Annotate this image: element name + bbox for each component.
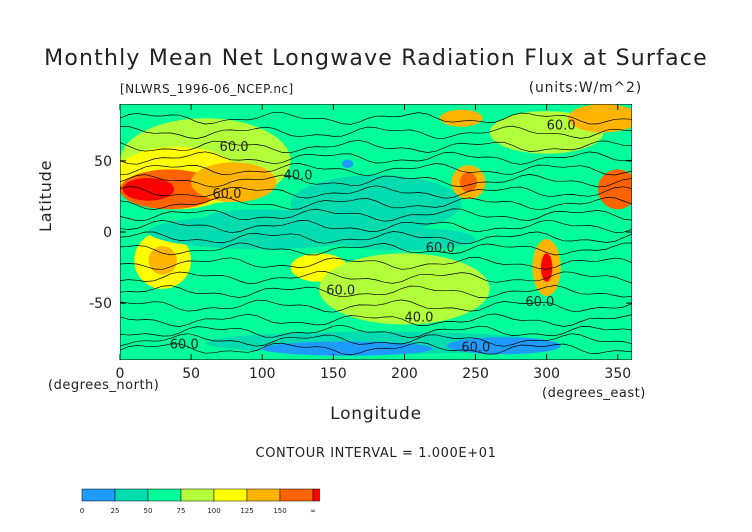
flux-region	[262, 108, 405, 143]
contour-line	[120, 231, 632, 245]
contour-line	[120, 285, 632, 299]
contour-interval-text: CONTOUR INTERVAL = 1.000E+01	[255, 446, 497, 461]
flux-region	[262, 341, 433, 356]
contour-line	[120, 111, 632, 125]
flux-region	[440, 109, 483, 127]
flux-region	[459, 172, 477, 193]
contour-line	[120, 313, 632, 327]
units-label: (units:W/m^2)	[528, 80, 642, 96]
file-label: [NLWRS_1996-06_NCEP.nc]	[120, 82, 294, 96]
contour-line	[120, 219, 632, 234]
contour-line	[120, 333, 632, 347]
colorbar-swatch	[147, 488, 182, 502]
x-axis-ticks: 0 50 100 150 200 250 300 350	[116, 104, 631, 382]
contour-line	[120, 299, 632, 313]
x-tick-label: 250	[462, 366, 489, 382]
colorbar-swatch	[312, 488, 320, 502]
colorbar-label: 150	[273, 507, 286, 515]
flux-region	[333, 227, 476, 251]
contour-line	[120, 256, 632, 270]
flux-region	[447, 337, 561, 355]
flux-region	[568, 104, 632, 133]
colorbar-label: 75	[177, 507, 186, 515]
colorbar-label: 125	[240, 507, 253, 515]
flux-region	[341, 159, 354, 168]
contour-line	[120, 125, 632, 139]
contour-label: 40.0	[404, 311, 433, 326]
x-tick-label: 200	[391, 366, 418, 382]
y-axis-units: (degrees_north)	[48, 378, 160, 393]
contour-line	[120, 196, 632, 211]
contour-labels: 60.0 40.0 60.0 60.0 60.0 60.0 40.0 60.0 60.0 60.0	[170, 119, 576, 356]
flux-region	[290, 175, 462, 232]
colorbar-label: 50	[144, 507, 153, 515]
contour-label: 60.0	[220, 140, 249, 155]
y-axis-label: Latitude	[36, 159, 55, 232]
colorbar-swatches	[81, 488, 320, 502]
contour-label: 60.0	[547, 119, 576, 134]
contour-label: 60.0	[426, 241, 455, 256]
contour-line	[120, 271, 632, 284]
y-axis-ticks: 50 0 -50	[89, 154, 632, 312]
contour-line	[120, 151, 632, 165]
flux-region	[205, 209, 320, 227]
flux-region	[148, 246, 177, 275]
x-axis-units: (degrees_east)	[542, 386, 646, 401]
chart-title: Monthly Mean Net Longwave Radiation Flux…	[44, 46, 708, 71]
contour-label: 60.0	[461, 340, 490, 355]
colorbar-swatch	[246, 488, 281, 502]
contour-line	[120, 139, 632, 154]
colorbar: 0 25 50 75 100 125 150 ∞	[80, 488, 320, 515]
y-tick-label: 50	[94, 154, 112, 170]
colorbar-label: 0	[80, 507, 84, 515]
flux-region	[540, 253, 553, 282]
x-axis-label: Longitude	[330, 404, 422, 424]
contour-line	[120, 174, 632, 188]
heatmap-plot: 60.0 40.0 60.0 60.0 60.0 60.0 40.0 60.0 60.0 60.0	[120, 104, 632, 360]
x-tick-label: 350	[604, 366, 631, 382]
flux-region	[319, 253, 490, 325]
contour-label: 60.0	[212, 187, 241, 202]
x-tick-label: 100	[249, 366, 276, 382]
contour-label: 60.0	[170, 338, 199, 353]
contour-label: 40.0	[284, 168, 313, 183]
flux-region	[122, 177, 175, 201]
colorbar-swatch	[81, 488, 116, 502]
flux-region	[191, 162, 277, 203]
colorbar-swatch	[279, 488, 314, 502]
y-tick-label: 0	[103, 225, 112, 241]
x-tick-label: 0	[116, 366, 125, 382]
x-tick-label: 150	[320, 366, 347, 382]
contour-label: 60.0	[326, 284, 355, 299]
contour-line	[120, 163, 632, 177]
x-tick-label: 50	[182, 366, 200, 382]
x-tick-label: 300	[533, 366, 560, 382]
colorbar-label: ∞	[310, 507, 316, 515]
colorbar-swatch	[213, 488, 248, 502]
colorbar-label: 100	[207, 507, 220, 515]
contour-line	[120, 242, 632, 256]
colorbar-swatch	[180, 488, 215, 502]
colorbar-swatch	[114, 488, 149, 502]
y-tick-label: -50	[89, 296, 112, 312]
colorbar-labels: 0 25 50 75 100 125 150 ∞	[80, 507, 316, 515]
contour-line	[120, 341, 632, 356]
contour-label: 60.0	[525, 295, 554, 310]
contour-line	[120, 185, 632, 199]
contour-line	[120, 324, 632, 339]
contour-line	[120, 208, 632, 222]
contour-lines	[120, 111, 632, 356]
colorbar-label: 25	[111, 507, 120, 515]
